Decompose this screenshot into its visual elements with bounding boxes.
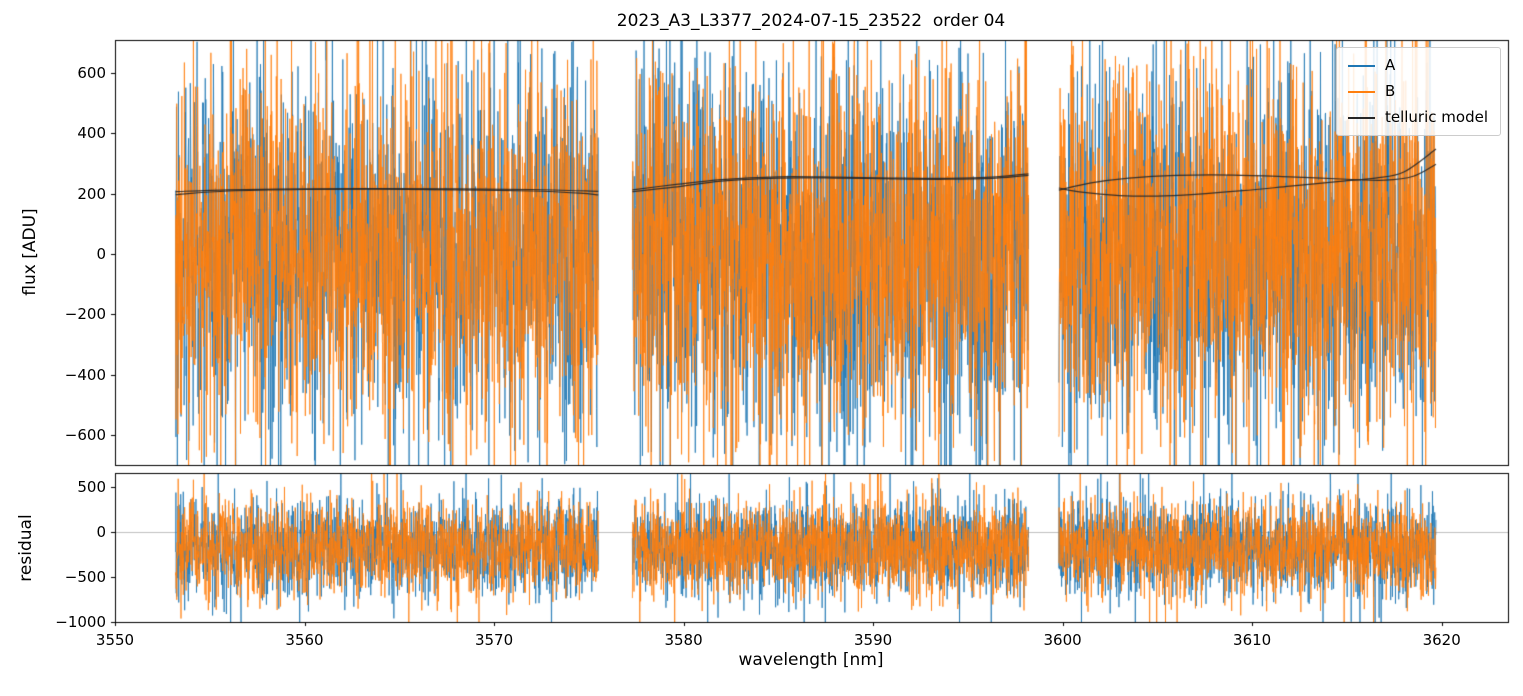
flux-ytick-label: 600 (77, 64, 106, 83)
legend-label: telluric model (1384, 108, 1488, 126)
x-tick-label: 3600 (1043, 631, 1082, 649)
legend-item-telluric-model: telluric model (1347, 108, 1488, 126)
legend-label: B (1384, 82, 1396, 100)
flux-ytick-label: 400 (77, 124, 106, 143)
x-tick-label: 3570 (474, 631, 514, 649)
residual-ytick-label: 0 (96, 522, 106, 541)
legend-line-swatch (1347, 90, 1375, 93)
residual-axis-label: residual (16, 514, 36, 582)
x-tick-label: 3590 (854, 631, 893, 649)
wavelength-axis-label: wavelength [nm] (738, 650, 884, 670)
residual-ytick-label: −500 (64, 567, 106, 586)
legend-line-swatch (1347, 64, 1375, 67)
residual-ytick-label: 500 (77, 477, 106, 496)
x-tick-label: 3560 (285, 631, 324, 649)
legend-line-swatch (1347, 116, 1375, 119)
flux-ytick-label: −200 (64, 305, 106, 324)
x-tick-label: 3620 (1422, 631, 1461, 649)
flux-axis-label: flux [ADU] (20, 208, 40, 296)
x-tick-label: 3610 (1233, 631, 1272, 649)
flux-ytick-label: −400 (64, 365, 106, 384)
legend-item-a: A (1347, 56, 1488, 74)
residual-ytick-label: −1000 (55, 613, 106, 631)
flux-ytick-label: 0 (96, 245, 106, 263)
x-tick-label: 3550 (95, 631, 135, 649)
flux-ytick-label: −600 (64, 425, 106, 444)
x-tick-label: 3580 (664, 631, 703, 649)
chart-title: 2023_A3_L3377_2024-07-15_23522 order 04 (616, 11, 1006, 31)
legend-item-b: B (1347, 82, 1488, 100)
legend-label: A (1384, 56, 1396, 74)
flux-ytick-label: 200 (77, 184, 106, 203)
